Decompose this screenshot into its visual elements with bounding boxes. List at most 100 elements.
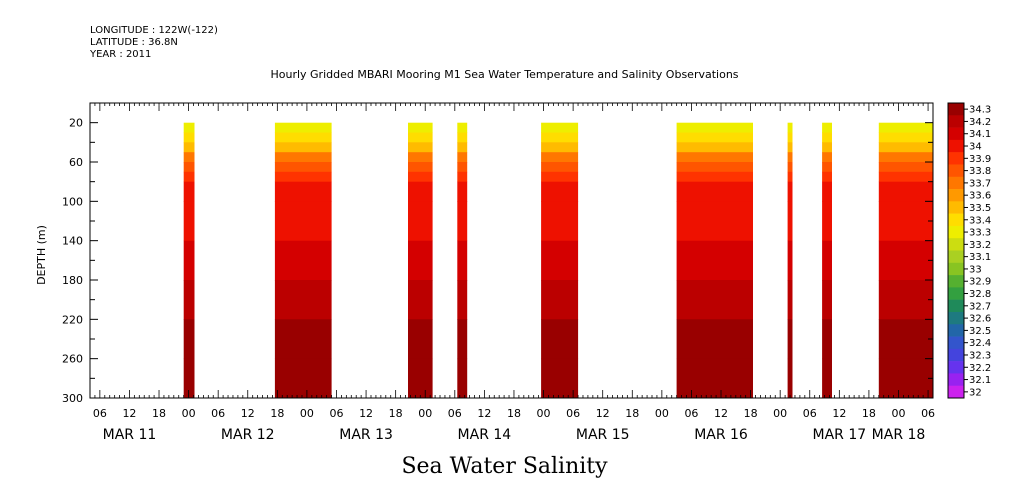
- salinity-cell: [274, 152, 332, 163]
- x-tick-label: 00: [537, 407, 551, 420]
- x-day-label: MAR 17: [813, 427, 867, 443]
- salinity-cell: [787, 358, 793, 399]
- colorbar-label: 32.5: [969, 326, 991, 337]
- salinity-cell: [787, 201, 793, 242]
- salinity-cell: [274, 171, 332, 183]
- colorbar-label: 32.9: [969, 277, 991, 288]
- salinity-cell: [787, 181, 793, 202]
- data-segment: [274, 122, 332, 399]
- salinity-cell: [822, 181, 832, 202]
- salinity-cell: [183, 171, 195, 183]
- colorbar-swatch: [948, 385, 964, 399]
- colorbar-swatch: [948, 213, 964, 227]
- salinity-cell: [183, 122, 195, 133]
- colorbar-swatch: [948, 250, 964, 264]
- data-segment: [183, 122, 195, 399]
- plot-bands: [183, 122, 933, 399]
- salinity-cell: [183, 181, 195, 202]
- colorbar-label: 33.1: [969, 252, 991, 263]
- colorbar-swatch: [948, 115, 964, 128]
- x-day-label: MAR 14: [458, 427, 512, 443]
- salinity-cell: [183, 319, 195, 360]
- colorbar-label: 33.5: [969, 203, 991, 214]
- salinity-cell: [408, 280, 433, 320]
- salinity-cell: [541, 142, 579, 153]
- salinity-cell: [457, 122, 468, 133]
- y-tick-label: 60: [69, 156, 83, 169]
- salinity-cell: [274, 358, 332, 399]
- salinity-cell: [541, 171, 579, 183]
- salinity-cell: [457, 171, 468, 183]
- colorbar-label: 33.4: [969, 215, 991, 226]
- salinity-cell: [878, 122, 933, 133]
- salinity-cell: [457, 152, 468, 163]
- colorbar-swatch: [948, 336, 964, 350]
- salinity-cell: [676, 181, 753, 202]
- colorbar-swatch: [948, 103, 964, 116]
- colorbar-label: 32: [969, 387, 982, 398]
- salinity-cell: [457, 280, 468, 320]
- x-tick-label: 06: [684, 407, 698, 420]
- salinity-cell: [676, 142, 753, 153]
- salinity-cell: [274, 319, 332, 360]
- y-axis-label: DEPTH (m): [35, 225, 48, 285]
- salinity-cell: [274, 122, 332, 133]
- salinity-cell: [408, 132, 433, 143]
- colorbar-swatch: [948, 361, 964, 374]
- salinity-cell: [822, 240, 832, 281]
- colorbar-label: 32.4: [969, 338, 991, 349]
- x-tick-label: 18: [744, 407, 758, 420]
- salinity-cell: [822, 162, 832, 173]
- salinity-cell: [787, 162, 793, 173]
- x-tick-label: 00: [773, 407, 787, 420]
- salinity-cell: [183, 201, 195, 242]
- x-day-label: MAR 11: [103, 427, 157, 443]
- salinity-cell: [676, 358, 753, 399]
- x-tick-label: 00: [891, 407, 905, 420]
- x-tick-label: 12: [477, 407, 491, 420]
- plot-frame: [89, 102, 934, 399]
- salinity-cell: [878, 132, 933, 143]
- salinity-cell: [408, 358, 433, 399]
- salinity-cell: [541, 152, 579, 163]
- salinity-cell: [676, 171, 753, 183]
- salinity-cell: [878, 171, 933, 183]
- salinity-cell: [541, 358, 579, 399]
- salinity-cell: [183, 240, 195, 281]
- y-tick-label: 20: [69, 117, 83, 130]
- x-tick-label: 12: [359, 407, 373, 420]
- x-day-label: MAR 13: [339, 427, 393, 443]
- salinity-cell: [676, 280, 753, 320]
- salinity-cell: [878, 181, 933, 202]
- colorbar-label: 32.8: [969, 289, 991, 300]
- colorbar-swatch: [948, 311, 964, 325]
- colorbar-swatch: [948, 176, 964, 190]
- salinity-cell: [822, 280, 832, 320]
- colorbar-swatch: [948, 238, 964, 251]
- x-tick-label: 06: [803, 407, 817, 420]
- salinity-cell: [822, 171, 832, 183]
- x-tick-label: 18: [270, 407, 284, 420]
- salinity-cell: [787, 240, 793, 281]
- colorbar-label: 32.1: [969, 375, 991, 386]
- salinity-cell: [457, 358, 468, 399]
- salinity-cell: [274, 240, 332, 281]
- salinity-cell: [822, 122, 832, 133]
- salinity-cell: [457, 319, 468, 360]
- colorbar-swatch: [948, 275, 964, 288]
- salinity-cell: [878, 240, 933, 281]
- salinity-cell: [408, 181, 433, 202]
- salinity-cell: [183, 132, 195, 143]
- salinity-cell: [787, 142, 793, 153]
- data-segment: [408, 122, 433, 399]
- salinity-cell: [787, 319, 793, 360]
- data-segment: [457, 122, 468, 399]
- salinity-cell: [457, 132, 468, 143]
- x-tick-label: 06: [211, 407, 225, 420]
- salinity-cell: [676, 240, 753, 281]
- colorbar-label: 32.3: [969, 350, 991, 361]
- salinity-cell: [878, 280, 933, 320]
- salinity-cell: [787, 171, 793, 183]
- x-tick-label: 06: [566, 407, 580, 420]
